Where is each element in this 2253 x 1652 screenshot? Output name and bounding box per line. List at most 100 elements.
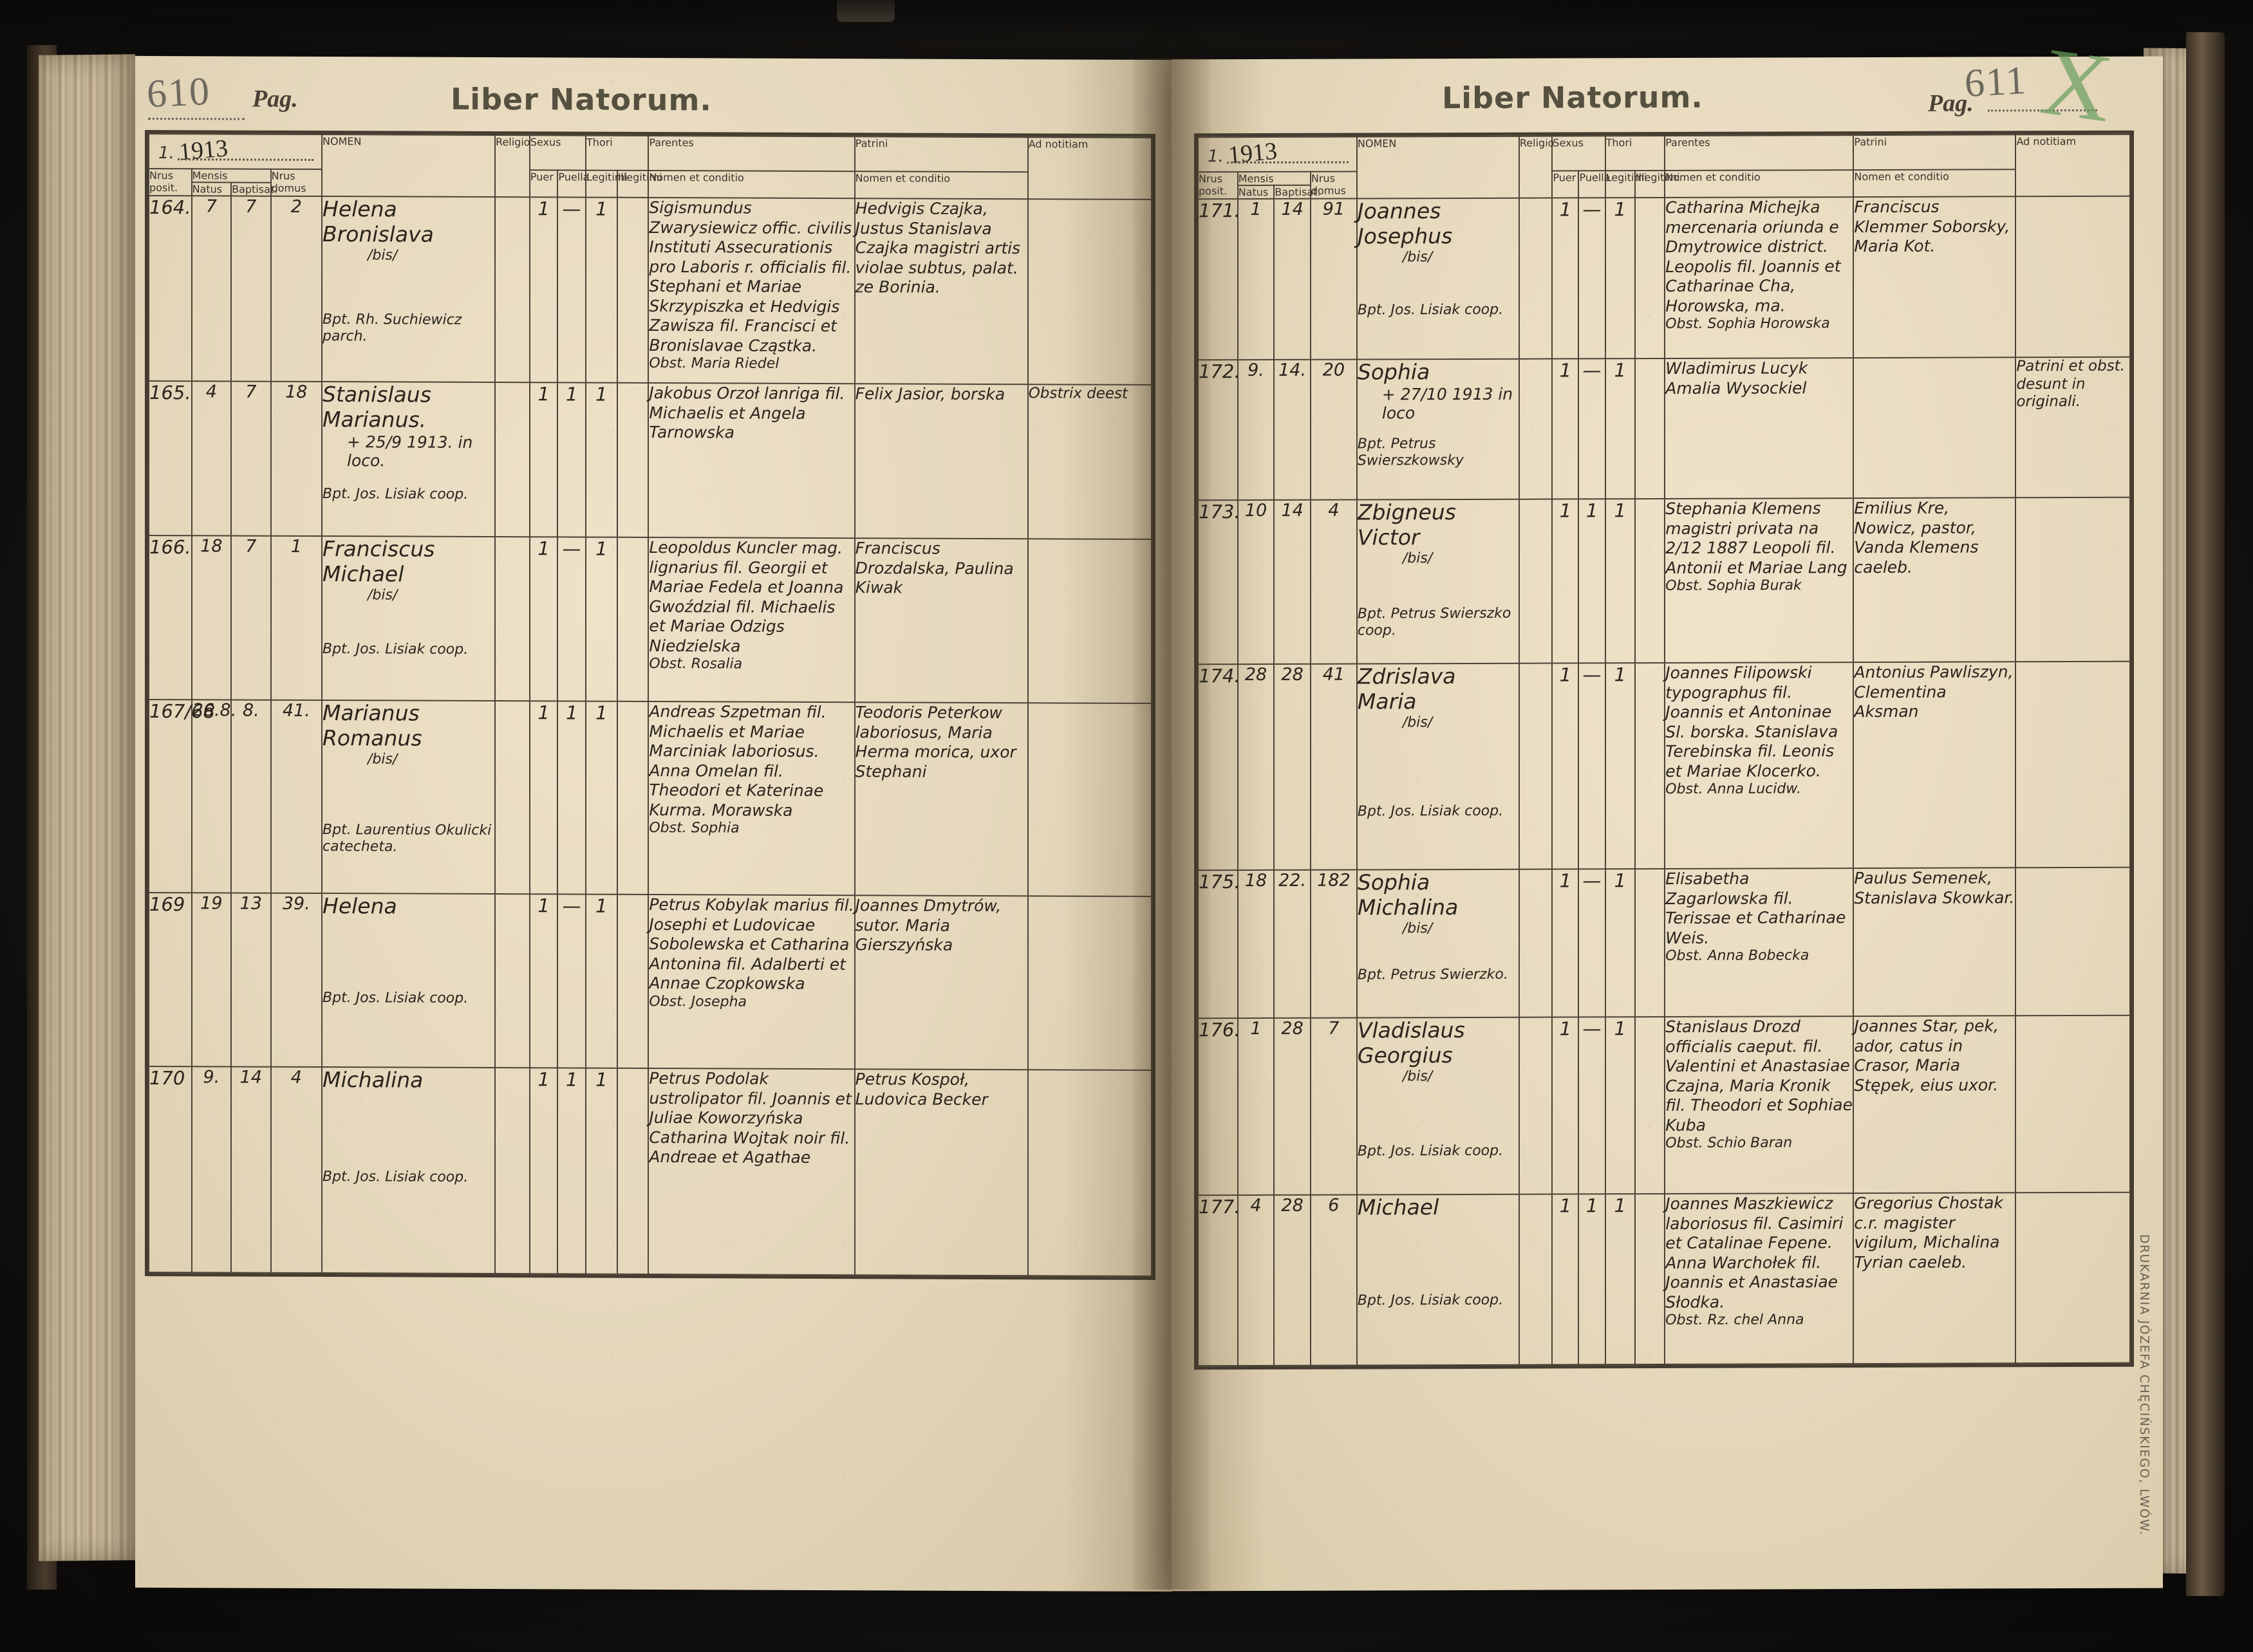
row-parentes: Joannes Maszkiewicz laboriosus fil. Casi… bbox=[1665, 1193, 1854, 1365]
row-puella: — bbox=[1578, 358, 1605, 499]
right-register-table: 1. 1913 NOMEN Religio Sexus Thori Parent… bbox=[1194, 130, 2134, 1370]
row-legitimi: 1 bbox=[585, 382, 617, 537]
row-parentes: Petrus Kobylak marius fil. Josephi et Lu… bbox=[648, 894, 855, 1070]
page-edges-left-inner bbox=[50, 80, 126, 1535]
row-parentes: Sigismundus Zwarysiewicz offic. civilis … bbox=[648, 197, 855, 384]
row-notitiam bbox=[2015, 1192, 2130, 1364]
row-notitiam bbox=[2015, 497, 2130, 662]
right-year-cell: 1. 1913 bbox=[1198, 136, 1357, 172]
table-row[interactable]: 176. 1 28 7 Vladislaus Georgius /bis/ Bp… bbox=[1198, 1015, 2130, 1196]
row-notitiam bbox=[2015, 196, 2130, 358]
row-puella: — bbox=[1578, 198, 1605, 359]
left-header-puella: Puella bbox=[557, 170, 589, 198]
row-baptizer: Bpt. Jos. Lisiak coop. bbox=[1357, 301, 1504, 319]
row-name-suffix: /bis/ bbox=[1402, 714, 1433, 731]
row-name: Zbigneus Victor bbox=[1357, 499, 1456, 550]
left-year-handwritten: 1913 bbox=[178, 135, 229, 166]
row-puer: 1 bbox=[1552, 358, 1579, 499]
row-illegitimi bbox=[1634, 198, 1665, 359]
row-name-suffix: /bis/ bbox=[1402, 550, 1433, 567]
left-page-label: Pag. bbox=[252, 85, 298, 113]
row-parentes: Leopoldus Kuncler mag. lignarius fil. Ge… bbox=[648, 537, 855, 703]
row-domus: 1 bbox=[270, 535, 322, 701]
top-shadow bbox=[0, 0, 2253, 39]
row-natus: 7 bbox=[191, 196, 232, 382]
table-row[interactable]: 171. 1 14 91 Joannes Josephus /bis/ Bpt.… bbox=[1198, 196, 2130, 360]
row-religio bbox=[1519, 1017, 1553, 1194]
right-header-puella: Puella bbox=[1578, 171, 1611, 198]
row-name-suffix: /bis/ bbox=[1402, 1068, 1433, 1085]
row-parentes: Stanislaus Drozd officialis caeput. fil.… bbox=[1665, 1016, 1854, 1194]
row-patrini: Hedvigis Czajka, Justus Stanislava Czajk… bbox=[854, 198, 1028, 385]
row-puer: 1 bbox=[529, 537, 558, 701]
row-name: Sophia bbox=[1357, 359, 1430, 385]
right-page-title: Liber Natorum. bbox=[1442, 79, 1703, 116]
row-name-suffix: /bis/ bbox=[368, 751, 398, 768]
row-puer: 1 bbox=[1552, 499, 1579, 664]
row-baptisat: 14 bbox=[1274, 198, 1311, 360]
right-header-natus: Natus bbox=[1237, 185, 1275, 200]
row-baptizer: Bpt. Jos. Lisiak coop. bbox=[1357, 1142, 1504, 1160]
table-row[interactable]: 169 19 13 39. Helena Bpt. Jos. Lisiak co… bbox=[149, 892, 1152, 1070]
table-row[interactable]: 172. 9. 14. 20 Sophia + 27/10 1913 in lo… bbox=[1198, 357, 2130, 501]
row-baptizer: Bpt. Petrus Swierzko. bbox=[1357, 966, 1508, 983]
row-puer: 1 bbox=[1552, 663, 1579, 869]
row-legitimi: 1 bbox=[1605, 869, 1635, 1017]
row-illegitimi bbox=[1634, 663, 1665, 869]
row-patrini: Antonius Pawliszyn, Clementina Aksman bbox=[1853, 662, 2016, 869]
right-header-puer: Puer bbox=[1552, 171, 1579, 198]
right-year-handwritten: 1913 bbox=[1227, 137, 1278, 169]
row-puer: 1 bbox=[529, 382, 558, 537]
row-name: Michalina bbox=[323, 1067, 424, 1093]
row-parentes: Elisabetha Zagarlowska fil. Terissae et … bbox=[1665, 868, 1854, 1017]
right-header-nomen: NOMEN bbox=[1356, 136, 1519, 199]
row-notitiam: Patrini et obst. desunt in originali. bbox=[2015, 357, 2130, 498]
row-puella: — bbox=[1578, 663, 1605, 869]
table-row[interactable]: 166. 18 7 1 Franciscus Michael /bis/ Bpt… bbox=[149, 535, 1152, 703]
right-header-parentes-conditio: Nomen et conditio bbox=[1665, 170, 1854, 198]
row-baptizer: Bpt. Jos. Lisiak coop. bbox=[323, 1168, 469, 1185]
table-row[interactable]: 167/68 26.8. 8. 41. Marianus Romanus /bi… bbox=[149, 699, 1152, 896]
row-natus: 9. bbox=[191, 1066, 232, 1273]
left-register-table: 1. 1913 NOMEN Religio Sexus Thori Parent… bbox=[145, 129, 1155, 1280]
row-nomen: Stanislaus Marianus. + 25/9 1913. in loc… bbox=[322, 382, 496, 537]
row-patrini: Emilius Kre, Nowicz, pastor, Vanda Kleme… bbox=[1853, 497, 2016, 663]
row-religio bbox=[495, 197, 530, 383]
left-header-parentes: Parentes bbox=[648, 135, 855, 172]
row-legitimi: 1 bbox=[1605, 1017, 1635, 1194]
row-religio bbox=[495, 382, 530, 537]
left-page: 610 Pag. Liber Natorum. 1. 1913 NOMEN Re… bbox=[135, 55, 1172, 1592]
table-row[interactable]: 173. 10 14 4 Zbigneus Victor /bis/ Bpt. … bbox=[1198, 497, 2130, 665]
row-religio bbox=[1519, 869, 1553, 1017]
right-header-sexus: Sexus bbox=[1552, 136, 1605, 171]
row-illegitimi bbox=[617, 537, 649, 701]
row-natus: 4 bbox=[1237, 1194, 1275, 1366]
row-notitiam bbox=[2015, 1015, 2130, 1193]
table-row[interactable]: 174. 28 28 41 Zdrislava Maria /bis/ Bpt.… bbox=[1198, 661, 2130, 871]
row-patrini: Felix Jasior, borska bbox=[854, 384, 1028, 539]
row-illegitimi bbox=[617, 701, 649, 895]
table-row[interactable]: 175. 18 22. 182 Sophia Michalina /bis/ B… bbox=[1198, 867, 2130, 1019]
table-row[interactable]: 170 9. 14 4 Michalina Bpt. Jos. Lisiak c… bbox=[149, 1066, 1152, 1276]
row-religio bbox=[495, 894, 530, 1068]
row-name: Helena Bronislava bbox=[323, 196, 434, 247]
row-puella: 1 bbox=[1578, 1194, 1605, 1365]
row-patrini: Franciscus Drozdalska, Paulina Kiwak bbox=[854, 538, 1028, 703]
row-illegitimi bbox=[1634, 1194, 1665, 1365]
table-row[interactable]: 164. 7 7 2 Helena Bronislava /bis/ Bpt. … bbox=[149, 195, 1152, 385]
row-nomen: Helena Bpt. Jos. Lisiak coop. bbox=[322, 893, 496, 1068]
right-header-thori: Thori bbox=[1605, 136, 1665, 171]
right-header-religio: Religio bbox=[1519, 136, 1554, 198]
row-natus: 9. bbox=[1237, 359, 1275, 501]
row-name: Marianus Romanus bbox=[323, 700, 422, 751]
row-baptisat: 7 bbox=[231, 535, 271, 700]
row-nomen: Marianus Romanus /bis/ Bpt. Laurentius O… bbox=[322, 700, 496, 895]
table-row[interactable]: 177. 4 28 6 Michael Bpt. Jos. Lisiak coo… bbox=[1198, 1192, 2130, 1366]
left-header-thori: Thori bbox=[585, 135, 649, 171]
row-obstetrix: Obst. Anna Lucidw. bbox=[1665, 781, 1801, 798]
row-domus: 91 bbox=[1310, 198, 1357, 360]
row-name: Franciscus Michael bbox=[323, 536, 435, 587]
row-puella: 1 bbox=[557, 701, 586, 895]
table-row[interactable]: 165. 4 7 18 Stanislaus Marianus. + 25/9 … bbox=[149, 380, 1152, 539]
row-domus: 39. bbox=[270, 893, 322, 1068]
